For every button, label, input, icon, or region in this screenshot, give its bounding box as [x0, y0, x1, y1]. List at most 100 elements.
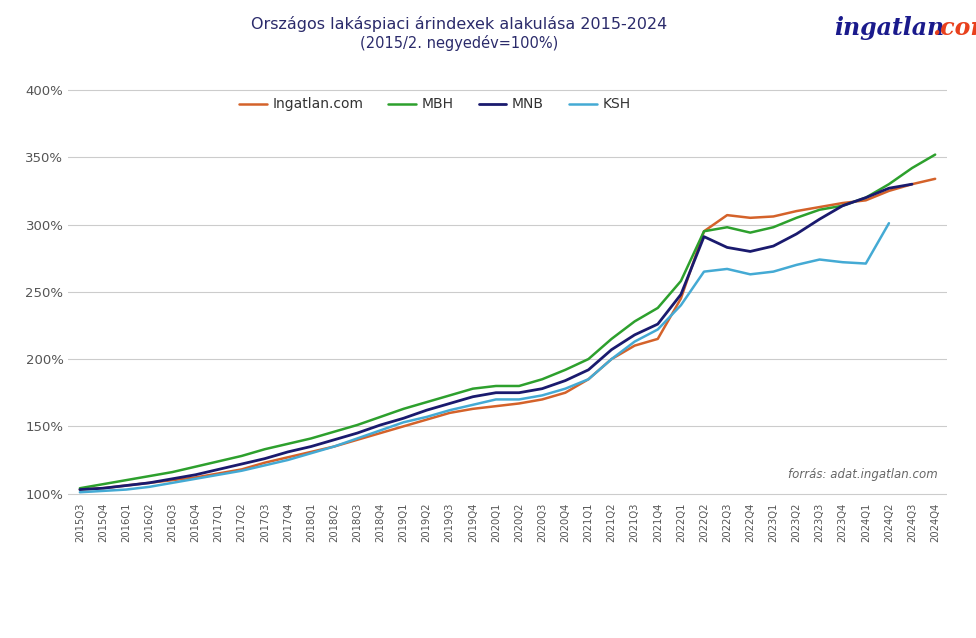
Ingatlan.com — [189, 473, 201, 481]
Text: .com: .com — [932, 16, 976, 40]
Legend: Ingatlan.com, MBH, MNB, KSH: Ingatlan.com, MBH, MNB, KSH — [233, 92, 636, 117]
Ingatlan.com — [98, 484, 109, 492]
KSH — [745, 271, 756, 278]
MNB — [721, 244, 733, 251]
MNB — [513, 389, 525, 397]
MNB — [791, 230, 802, 238]
Text: Országos lakáspiaci árindexek alakulása 2015-2024: Országos lakáspiaci árindexek alakulása … — [251, 16, 667, 32]
MNB — [860, 194, 872, 202]
KSH — [652, 325, 664, 333]
Ingatlan.com — [167, 477, 179, 484]
MNB — [282, 448, 294, 456]
KSH — [213, 471, 224, 478]
Ingatlan.com — [444, 409, 456, 417]
MNB — [236, 460, 248, 468]
KSH — [167, 479, 179, 487]
MNB — [375, 421, 386, 429]
MBH — [74, 484, 86, 492]
KSH — [328, 443, 340, 450]
KSH — [767, 268, 779, 276]
KSH — [814, 256, 826, 263]
MBH — [397, 405, 409, 413]
KSH — [698, 268, 710, 276]
Ingatlan.com — [537, 396, 549, 403]
Ingatlan.com — [120, 482, 132, 489]
Ingatlan.com — [467, 405, 478, 413]
Ingatlan.com — [375, 429, 386, 437]
Ingatlan.com — [259, 459, 270, 466]
MNB — [189, 471, 201, 478]
KSH — [883, 219, 895, 227]
Ingatlan.com — [836, 199, 848, 207]
MBH — [328, 428, 340, 436]
Ingatlan.com — [282, 454, 294, 461]
MBH — [444, 392, 456, 399]
MBH — [213, 457, 224, 465]
Text: forrás: adat.ingatlan.com: forrás: adat.ingatlan.com — [789, 468, 938, 481]
MNB — [559, 377, 571, 385]
MNB — [120, 482, 132, 489]
Ingatlan.com — [236, 466, 248, 473]
Text: (2015/2. negyedév=100%): (2015/2. negyedév=100%) — [359, 35, 558, 51]
KSH — [351, 434, 363, 442]
KSH — [836, 258, 848, 266]
KSH — [282, 456, 294, 464]
MBH — [721, 223, 733, 231]
MBH — [351, 421, 363, 429]
MBH — [98, 480, 109, 488]
MNB — [537, 385, 549, 392]
Ingatlan.com — [351, 436, 363, 443]
KSH — [791, 261, 802, 269]
KSH — [375, 427, 386, 434]
KSH — [259, 461, 270, 469]
Ingatlan.com — [74, 486, 86, 493]
MNB — [490, 389, 502, 397]
MBH — [745, 229, 756, 237]
MNB — [745, 248, 756, 255]
MNB — [836, 202, 848, 209]
MNB — [883, 184, 895, 192]
MNB — [444, 399, 456, 407]
MNB — [583, 366, 594, 374]
KSH — [120, 486, 132, 493]
KSH — [559, 385, 571, 392]
Ingatlan.com — [583, 375, 594, 383]
MBH — [375, 413, 386, 420]
Ingatlan.com — [213, 470, 224, 477]
MNB — [606, 346, 618, 353]
Ingatlan.com — [860, 197, 872, 204]
Ingatlan.com — [629, 342, 640, 350]
MBH — [467, 385, 478, 392]
MNB — [74, 486, 86, 493]
KSH — [675, 301, 687, 309]
Ingatlan.com — [814, 204, 826, 211]
Ingatlan.com — [513, 399, 525, 407]
MBH — [120, 477, 132, 484]
MBH — [143, 472, 155, 480]
Ingatlan.com — [559, 389, 571, 397]
Ingatlan.com — [929, 175, 941, 182]
MNB — [213, 466, 224, 473]
KSH — [444, 406, 456, 414]
Ingatlan.com — [791, 207, 802, 215]
KSH — [490, 396, 502, 403]
MNB — [767, 242, 779, 250]
MBH — [883, 181, 895, 188]
Line: MBH: MBH — [80, 154, 935, 488]
MBH — [606, 335, 618, 343]
Ingatlan.com — [397, 422, 409, 430]
KSH — [537, 392, 549, 399]
KSH — [606, 355, 618, 363]
Ingatlan.com — [490, 403, 502, 410]
MBH — [860, 194, 872, 202]
Ingatlan.com — [767, 212, 779, 220]
KSH — [629, 338, 640, 345]
MNB — [906, 181, 917, 188]
KSH — [583, 375, 594, 383]
KSH — [467, 401, 478, 409]
MBH — [421, 398, 432, 406]
MBH — [629, 318, 640, 325]
KSH — [513, 396, 525, 403]
MNB — [98, 484, 109, 492]
KSH — [74, 489, 86, 496]
